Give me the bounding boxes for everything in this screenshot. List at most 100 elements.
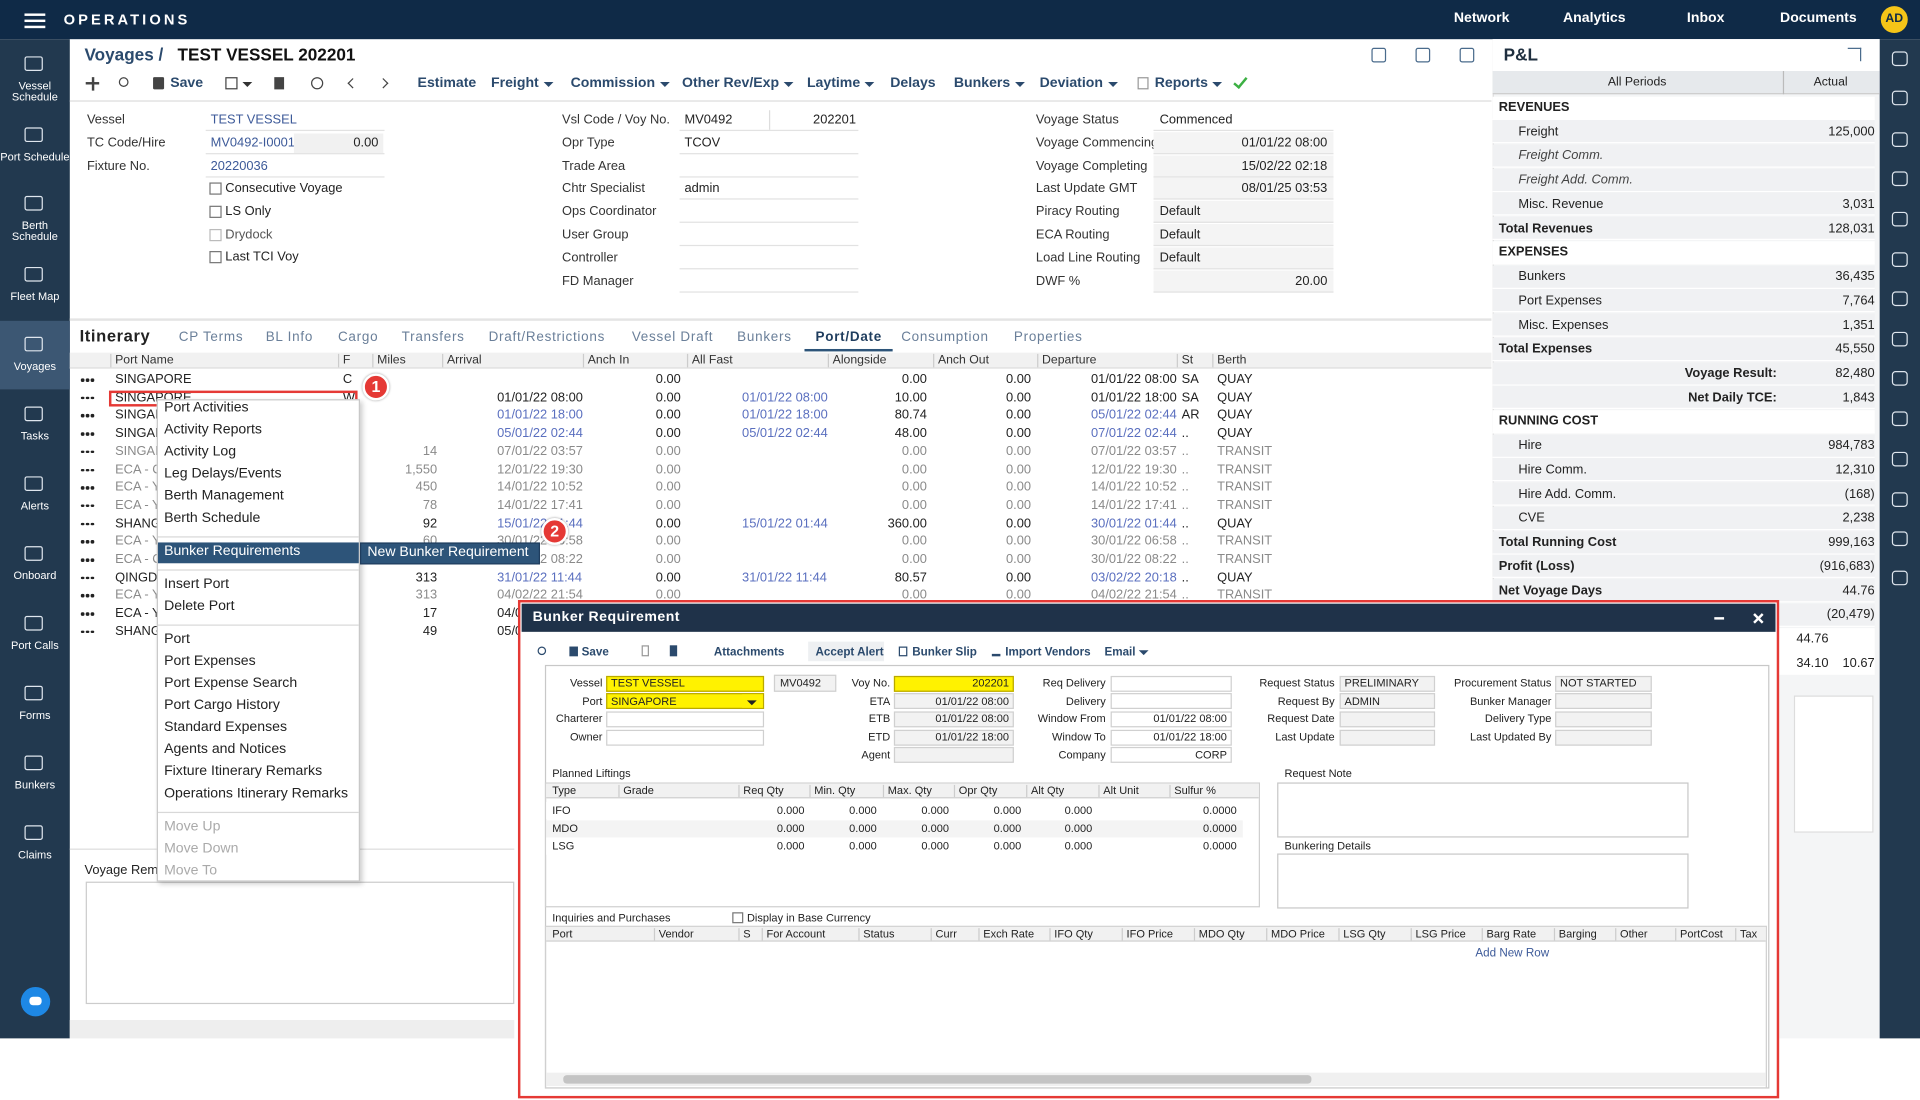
nav-link[interactable]: Analytics bbox=[1562, 11, 1626, 26]
cell: 0.000 bbox=[776, 839, 805, 853]
tool-icon bbox=[1891, 132, 1908, 147]
row-menu-dot bbox=[90, 414, 94, 418]
dialog-toolbar-button[interactable]: Import Vendors bbox=[1005, 645, 1091, 659]
tab[interactable]: Bunkers bbox=[737, 329, 792, 345]
sidebar-item[interactable]: Alerts bbox=[20, 499, 49, 512]
cell: TRANSIT bbox=[1217, 533, 1273, 549]
toolbar-button[interactable]: Reports bbox=[1154, 76, 1208, 91]
menu-item[interactable]: Berth Schedule bbox=[164, 510, 261, 526]
menu-item[interactable]: Port Expense Search bbox=[164, 676, 298, 691]
column-separator bbox=[1338, 928, 1340, 941]
tab[interactable]: BL Info bbox=[265, 329, 314, 345]
menu-item[interactable]: Standard Expenses bbox=[164, 720, 287, 735]
toolbar-button[interactable]: Other Rev/Exp bbox=[682, 76, 780, 91]
menu-item: Move To bbox=[164, 863, 218, 879]
field-value: TCOV bbox=[684, 135, 721, 151]
cell: SINGAP bbox=[115, 407, 164, 423]
field-input bbox=[773, 674, 837, 692]
menu-item[interactable]: Berth Management bbox=[164, 488, 284, 504]
toolbar-button[interactable]: Estimate bbox=[417, 76, 477, 91]
tab[interactable]: Draft/Restrictions bbox=[488, 329, 606, 345]
menu-item[interactable]: Port Cargo History bbox=[164, 698, 280, 713]
nav-link[interactable]: Network bbox=[1453, 11, 1510, 26]
sidebar-item[interactable]: Port Calls bbox=[11, 639, 59, 652]
dialog-toolbar-button[interactable]: Email bbox=[1104, 645, 1136, 659]
toolbar-button[interactable]: Delays bbox=[890, 76, 936, 91]
field-value: 202201 bbox=[972, 676, 1009, 689]
field-input bbox=[679, 155, 859, 178]
tab[interactable]: Properties bbox=[1013, 329, 1083, 345]
tab[interactable]: Consumption bbox=[901, 329, 989, 345]
pnl-value: (168) bbox=[1844, 486, 1875, 502]
cell: 30/01/22 08:22 bbox=[1091, 551, 1177, 567]
checkbox-label[interactable]: Consecutive Voyage bbox=[225, 180, 343, 196]
row-menu-dot bbox=[90, 450, 94, 454]
menu-item[interactable]: Activity Reports bbox=[164, 422, 262, 438]
field-value[interactable]: TEST VESSEL bbox=[210, 112, 297, 127]
cell: .. bbox=[1181, 569, 1189, 585]
sidebar-item[interactable]: Bunkers bbox=[14, 778, 56, 792]
checkbox-label[interactable]: Drydock bbox=[225, 226, 273, 242]
sidebar-item[interactable]: Forms bbox=[19, 708, 51, 722]
toolbar-button[interactable]: Laytime bbox=[806, 76, 861, 91]
submenu-item[interactable]: New Bunker Requirement bbox=[367, 545, 529, 560]
dialog-toolbar-button[interactable]: Attachments bbox=[713, 645, 785, 659]
pnl-row bbox=[1492, 410, 1875, 434]
field-value[interactable]: 20220036 bbox=[210, 158, 268, 174]
sidebar-item[interactable]: Fleet Map bbox=[10, 290, 60, 303]
menu-item[interactable]: Activity Log bbox=[164, 444, 237, 460]
cell: 78 bbox=[422, 497, 438, 513]
menu-item[interactable]: Bunker Requirements bbox=[164, 543, 301, 559]
sidebar-item[interactable]: Tasks bbox=[20, 429, 49, 443]
nav-link[interactable]: Inbox bbox=[1686, 11, 1725, 26]
menu-item[interactable]: Insert Port bbox=[164, 576, 230, 592]
add-row-link[interactable]: Add New Row bbox=[1475, 946, 1550, 961]
toolbar-button[interactable]: Deviation bbox=[1039, 76, 1103, 91]
chat-icon bbox=[29, 996, 42, 1006]
toolbar-button[interactable]: Save bbox=[170, 76, 204, 91]
menu-item[interactable]: Port bbox=[164, 631, 190, 647]
menu-item[interactable]: Fixture Itinerary Remarks bbox=[164, 764, 323, 779]
sidebar-item[interactable]: Onboard bbox=[13, 569, 57, 582]
toolbar-button[interactable]: Bunkers bbox=[953, 76, 1011, 91]
field-value: 20.00 bbox=[1295, 273, 1328, 289]
column-header: Anch In bbox=[587, 353, 630, 367]
menu-item[interactable]: Agents and Notices bbox=[164, 742, 287, 757]
sidebar-item[interactable]: Port Schedule bbox=[0, 150, 70, 163]
field-value: 0.00 bbox=[353, 135, 379, 151]
cell: IFO bbox=[552, 804, 571, 817]
field-value: 01/01/22 08:00 bbox=[935, 694, 1009, 707]
nav-link[interactable]: Documents bbox=[1780, 11, 1857, 26]
sidebar-item[interactable]: Vessel Schedule bbox=[11, 79, 58, 103]
tab[interactable]: Port/Date bbox=[815, 329, 883, 345]
toolbar-button[interactable]: Freight bbox=[491, 76, 539, 91]
menu-item[interactable]: Operations Itinerary Remarks bbox=[164, 786, 349, 801]
tab[interactable]: Vessel Draft bbox=[631, 329, 714, 345]
tab[interactable]: Transfers bbox=[401, 329, 465, 345]
menu-item[interactable]: Port Expenses bbox=[164, 654, 256, 669]
cell: 0.00 bbox=[1005, 443, 1032, 459]
dialog-toolbar-button[interactable]: Accept Alert bbox=[815, 645, 884, 659]
sidebar-item[interactable]: Claims bbox=[18, 848, 52, 861]
menu-item[interactable]: Leg Delays/Events bbox=[164, 466, 282, 482]
sidebar-item[interactable]: Voyages bbox=[13, 360, 57, 373]
cell: QUAY bbox=[1217, 569, 1253, 585]
checkbox-label[interactable]: Display in Base Currency bbox=[746, 911, 871, 925]
field-input bbox=[205, 155, 385, 178]
checkbox-label[interactable]: LS Only bbox=[225, 203, 272, 219]
tab[interactable]: CP Terms bbox=[178, 329, 244, 345]
sidebar-item[interactable]: Berth Schedule bbox=[11, 219, 58, 243]
field-value[interactable]: MV0492-I0001 bbox=[210, 135, 295, 151]
column-header: St bbox=[1181, 353, 1194, 367]
field-divider bbox=[768, 110, 771, 130]
dialog-toolbar-button[interactable]: Bunker Slip bbox=[912, 645, 977, 659]
tab[interactable]: Cargo bbox=[337, 329, 379, 345]
breadcrumb[interactable]: Voyages / bbox=[84, 44, 164, 65]
menu-item[interactable]: Port Activities bbox=[164, 400, 249, 416]
menu-item[interactable]: Delete Port bbox=[164, 598, 235, 614]
dialog-toolbar-button[interactable]: Save bbox=[581, 645, 609, 659]
column-header: LSG Price bbox=[1415, 927, 1466, 940]
toolbar-button[interactable]: Commission bbox=[570, 76, 656, 91]
row-menu-dot bbox=[80, 558, 84, 562]
checkbox-label[interactable]: Last TCI Voy bbox=[225, 249, 299, 265]
